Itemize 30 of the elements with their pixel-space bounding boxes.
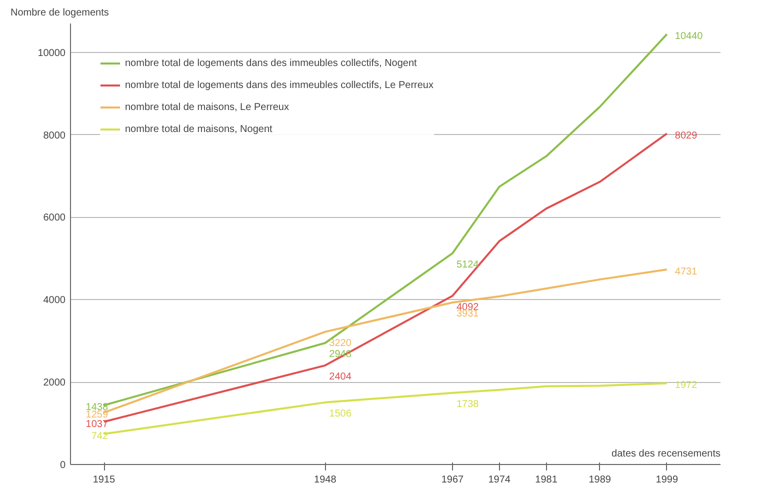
y-axis-title: Nombre de logements xyxy=(10,8,109,18)
data-label: 10440 xyxy=(674,31,704,42)
x-tick-label: 1967 xyxy=(441,474,464,486)
y-tick-label: 0 xyxy=(60,460,66,471)
legend-label: nombre total de maisons, Nogent xyxy=(125,123,272,135)
legend-label: nombre total de maisons, Le Perreux xyxy=(125,101,289,113)
y-tick-label: 10000 xyxy=(38,48,66,59)
data-label: 3220 xyxy=(329,338,352,349)
y-tick-label: 6000 xyxy=(43,212,66,224)
x-tick-label: 1989 xyxy=(588,474,612,486)
data-label: 1738 xyxy=(456,398,480,410)
x-tick-label: 1948 xyxy=(314,474,337,486)
y-tick-label: 2000 xyxy=(43,378,66,389)
data-label: 742 xyxy=(91,430,108,442)
legend-label: nombre total de logements dans des immeubles collectifs, Nogent xyxy=(125,57,417,69)
x-tick-label: 1999 xyxy=(656,474,678,486)
y-tick-label: 8000 xyxy=(43,130,66,142)
legend-label: nombre total de logements dans des immeubles collectifs, Le Perreux xyxy=(125,79,434,91)
data-label: 1972 xyxy=(674,380,698,392)
data-label: 3931 xyxy=(456,308,480,320)
y-tick-label: 4000 xyxy=(43,295,66,306)
data-label: 2404 xyxy=(329,371,352,382)
data-label: 8029 xyxy=(674,130,698,142)
x-axis-title: dates des recensements xyxy=(612,448,721,460)
x-tick-label: 1974 xyxy=(488,474,511,486)
data-label: 4731 xyxy=(674,266,698,278)
data-label: 5124 xyxy=(456,259,480,270)
data-label: 1506 xyxy=(329,408,352,420)
x-tick-label: 1915 xyxy=(92,474,116,486)
x-tick-label: 1981 xyxy=(535,474,558,486)
